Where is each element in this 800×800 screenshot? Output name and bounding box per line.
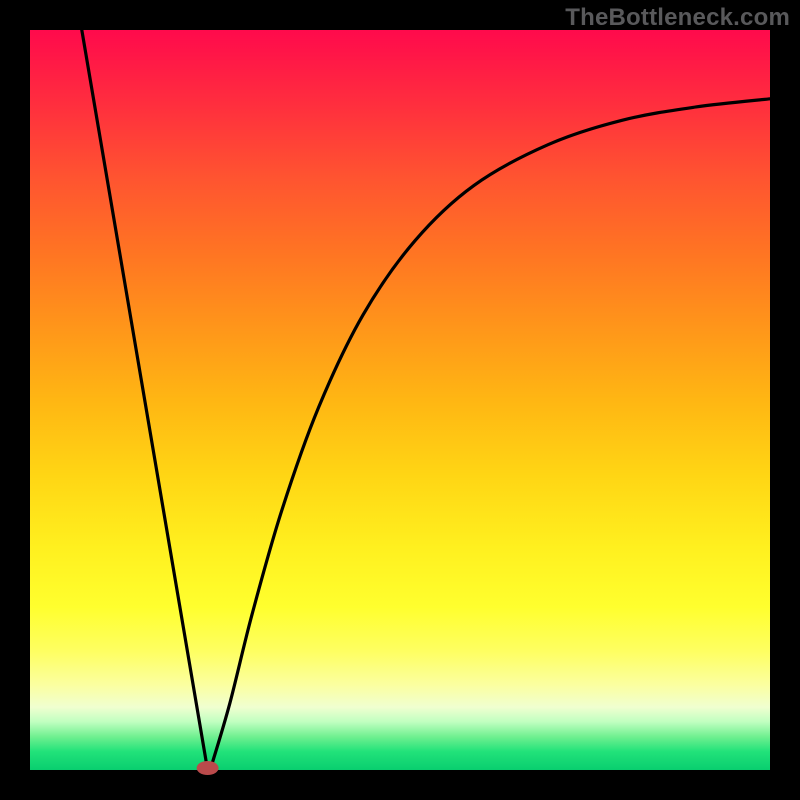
minimum-marker <box>197 761 219 775</box>
chart-stage: TheBottleneck.com <box>0 0 800 800</box>
plot-background <box>30 30 770 770</box>
chart-svg <box>0 0 800 800</box>
watermark-text: TheBottleneck.com <box>565 4 790 32</box>
